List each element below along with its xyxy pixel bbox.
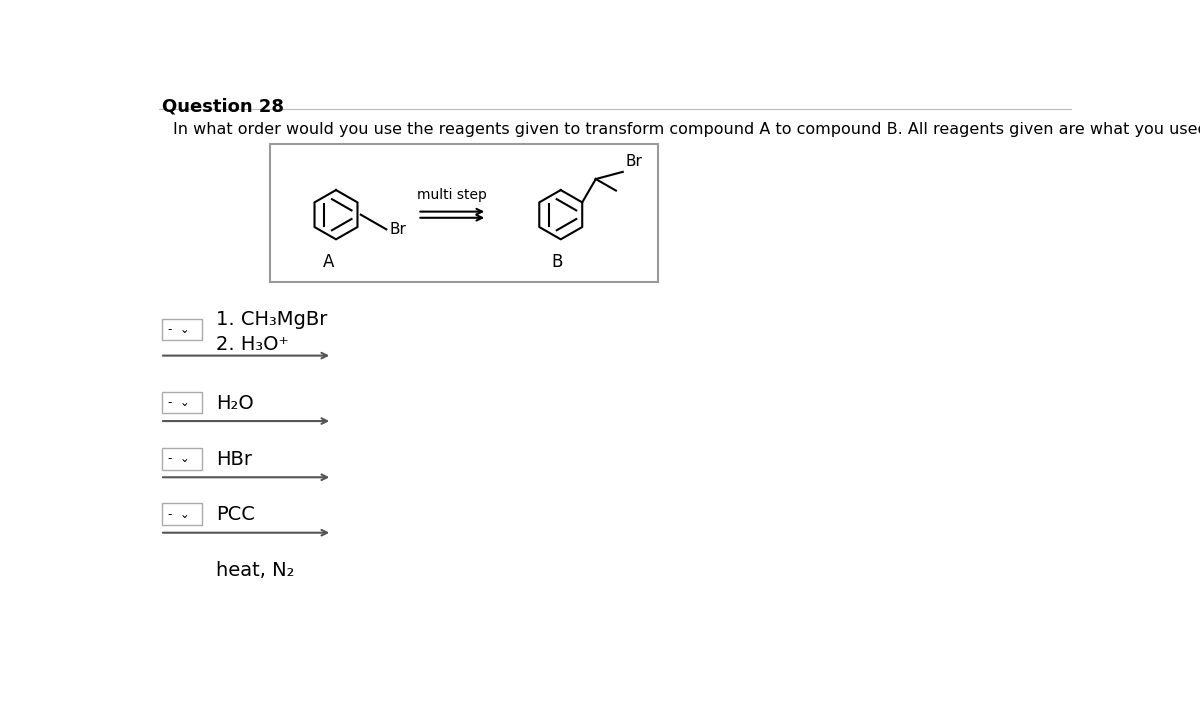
Text: Br: Br (626, 153, 643, 169)
Text: A: A (323, 253, 334, 272)
Text: B: B (551, 253, 563, 272)
Text: -  ⌄: - ⌄ (168, 508, 190, 521)
Text: multi step: multi step (418, 188, 487, 201)
Text: Br: Br (390, 222, 407, 237)
Bar (270, 144, 658, 282)
Text: -  ⌄: - ⌄ (168, 396, 190, 409)
Text: 1. CH₃MgBr: 1. CH₃MgBr (216, 310, 328, 329)
Text: PCC: PCC (216, 505, 254, 524)
Text: HBr: HBr (216, 450, 252, 469)
Text: -  ⌄: - ⌄ (168, 452, 190, 466)
Text: In what order would you use the reagents given to transform compound A to compou: In what order would you use the reagents… (173, 122, 1200, 138)
Bar (162, 319, 202, 340)
Bar (162, 392, 202, 413)
Bar (162, 448, 202, 470)
Text: 2. H₃O⁺: 2. H₃O⁺ (216, 334, 289, 353)
Text: heat, N₂: heat, N₂ (216, 561, 294, 580)
Bar (162, 503, 202, 525)
Text: Question 28: Question 28 (162, 98, 283, 116)
Text: -  ⌄: - ⌄ (168, 323, 190, 336)
Text: H₂O: H₂O (216, 394, 253, 413)
